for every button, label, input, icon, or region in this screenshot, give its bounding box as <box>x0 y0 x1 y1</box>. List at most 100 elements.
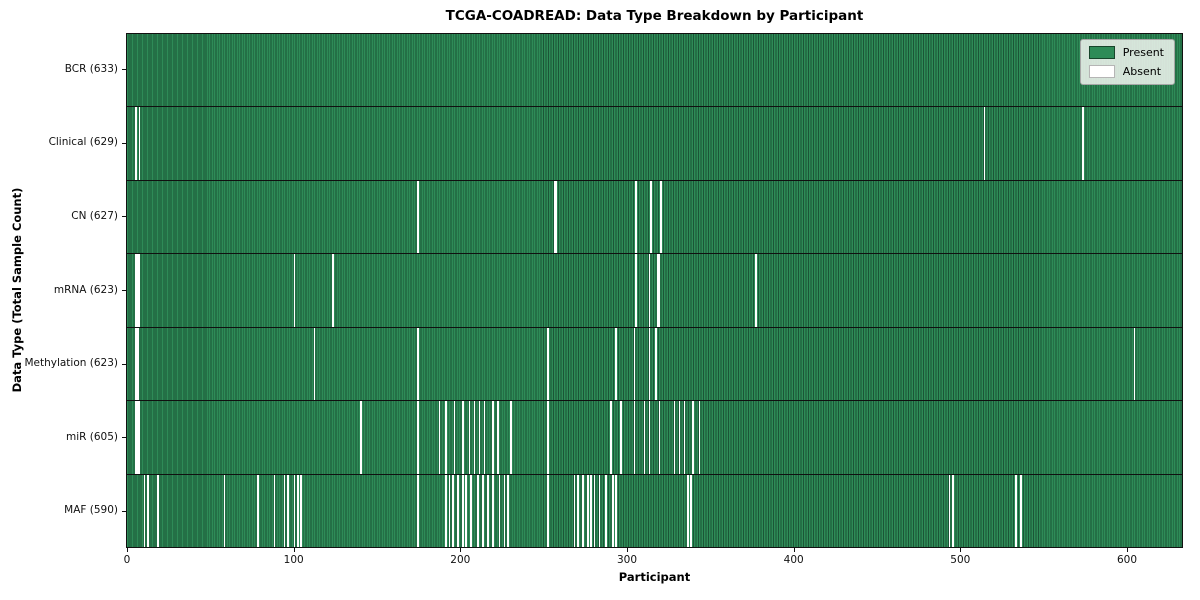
absent-stripe <box>633 401 636 474</box>
absent-stripe <box>293 254 296 327</box>
data-row-bcr <box>127 34 1182 108</box>
absent-stripe <box>593 474 596 547</box>
absent-stripe <box>658 401 661 474</box>
absent-stripe <box>658 254 661 327</box>
x-tick-mark <box>960 548 962 552</box>
absent-stripe <box>587 474 589 547</box>
absent-stripe <box>687 474 689 547</box>
y-tick-mark <box>122 363 126 365</box>
absent-stripe <box>698 401 701 474</box>
absent-stripe <box>547 327 549 401</box>
present-swatch <box>1088 46 1115 59</box>
absent-stripe <box>507 474 509 547</box>
x-tick-label: 600 <box>1116 554 1138 566</box>
x-tick-label: 300 <box>616 554 638 566</box>
absent-stripe <box>673 401 676 474</box>
x-tick-label: 100 <box>283 554 304 566</box>
absent-stripe <box>553 180 556 254</box>
absent-stripe <box>482 474 484 547</box>
absent-stripe <box>1133 327 1136 401</box>
absent-swatch <box>1088 65 1115 78</box>
y-tick-label: MAF (590) <box>64 504 118 517</box>
x-tick-label: 200 <box>450 554 471 566</box>
absent-stripe <box>478 401 481 474</box>
absent-stripe <box>137 327 139 401</box>
y-tick-label: Clinical (629) <box>48 136 118 149</box>
absent-stripe <box>547 474 549 547</box>
absent-stripe <box>605 474 607 547</box>
absent-stripe <box>332 254 334 327</box>
absent-stripe <box>137 401 139 474</box>
chart-title: TCGA-COADREAD: Data Type Breakdown by Pa… <box>445 8 864 24</box>
absent-stripe <box>510 401 512 474</box>
absent-stripe <box>555 180 557 254</box>
legend: Present Absent <box>1079 39 1175 85</box>
absent-stripe <box>135 327 137 401</box>
absent-stripe <box>438 401 441 474</box>
absent-stripe <box>462 474 464 547</box>
absent-stripe <box>147 474 149 547</box>
x-tick-label: 500 <box>950 554 971 566</box>
absent-stripe <box>287 474 289 547</box>
legend-label-present: Present <box>1122 46 1164 59</box>
absent-stripe <box>137 254 139 327</box>
x-tick-label: 0 <box>123 554 131 566</box>
y-tick-mark <box>122 290 126 291</box>
absent-stripe <box>417 401 419 474</box>
legend-item-absent: Absent <box>1088 65 1164 78</box>
absent-stripe <box>678 401 681 474</box>
absent-stripe <box>313 327 316 401</box>
absent-stripe <box>492 474 494 547</box>
y-tick-mark <box>122 437 126 439</box>
absent-stripe <box>612 474 614 547</box>
absent-stripe <box>417 180 419 254</box>
absent-stripe <box>477 474 479 547</box>
absent-stripe <box>615 474 617 547</box>
absent-stripe <box>582 474 584 547</box>
absent-stripe <box>648 401 651 474</box>
rows-container <box>127 34 1182 547</box>
absent-stripe <box>643 401 646 474</box>
absent-stripe <box>138 254 141 327</box>
legend-label-absent: Absent <box>1122 65 1162 78</box>
absent-stripe <box>620 401 622 474</box>
absent-stripe <box>293 474 296 547</box>
absent-stripe <box>655 327 657 401</box>
y-tick-mark <box>122 69 126 71</box>
absent-stripe <box>635 180 637 254</box>
legend-item-present: Present <box>1088 46 1164 59</box>
absent-stripe <box>648 254 651 327</box>
absent-stripe <box>1015 474 1017 547</box>
x-tick-mark <box>460 548 462 552</box>
data-row-cn <box>127 180 1182 255</box>
absent-stripe <box>360 401 362 474</box>
y-tick-label: CN (627) <box>71 209 118 222</box>
plot-area: Present Absent <box>126 33 1183 548</box>
absent-stripe <box>143 474 146 547</box>
absent-stripe <box>690 474 692 547</box>
absent-stripe <box>648 327 651 401</box>
absent-stripe <box>300 474 302 547</box>
data-row-mrna <box>127 254 1182 328</box>
x-tick-label: 400 <box>783 554 804 566</box>
y-tick-label: mRNA (623) <box>53 283 118 296</box>
absent-stripe <box>610 401 612 474</box>
absent-stripe <box>157 474 159 547</box>
absent-stripe <box>650 180 652 254</box>
y-tick-label: miR (605) <box>65 430 118 443</box>
y-tick-mark <box>122 510 126 512</box>
absent-stripe <box>633 327 636 401</box>
absent-stripe <box>492 401 494 474</box>
absent-stripe <box>498 474 501 547</box>
absent-stripe <box>573 474 576 547</box>
absent-stripe <box>417 474 419 547</box>
absent-stripe <box>417 327 419 401</box>
absent-stripe <box>138 401 141 474</box>
absent-stripe <box>468 401 471 474</box>
x-tick-mark <box>127 548 128 552</box>
absent-stripe <box>503 474 506 547</box>
absent-stripe <box>453 401 456 474</box>
absent-stripe <box>692 401 694 474</box>
data-row-methylation <box>127 327 1182 402</box>
